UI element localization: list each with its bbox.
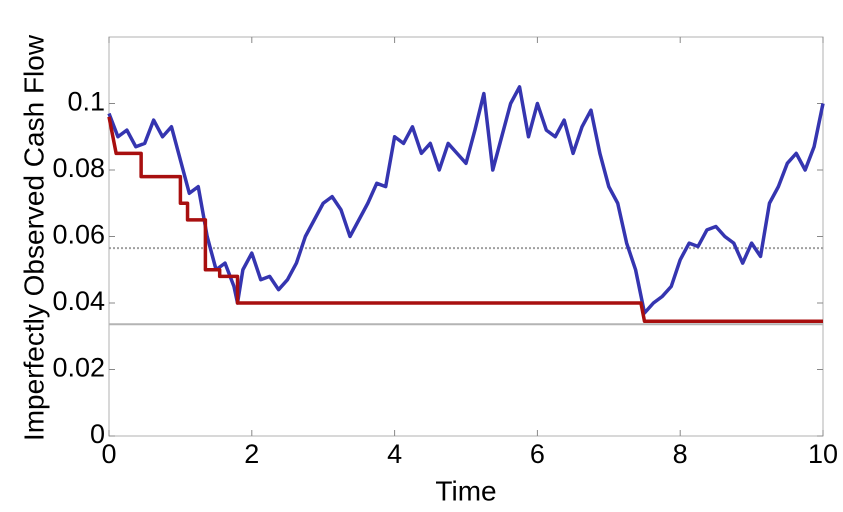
series-line [107,116,823,324]
y-tick-label: 0.02 [52,353,105,383]
x-tick-label: 6 [530,439,545,469]
x-tick-label: 0 [101,439,116,469]
x-tick-label: 2 [244,439,259,469]
series-line [107,85,825,315]
x-tick-label: 10 [808,439,838,469]
y-tick-label: 0.06 [52,220,105,250]
x-tick-label: 4 [387,439,402,469]
x-tick-label: 8 [673,439,688,469]
y-axis-label: Imperfectly Observed Cash Flow [18,34,49,441]
y-tick-label: 0.08 [52,153,105,183]
y-tick-label: 0.1 [67,87,105,117]
x-axis-label: Time [435,475,496,506]
plot-frame [108,36,824,437]
y-tick-label: 0 [90,419,105,449]
y-tick-label: 0.04 [52,286,105,316]
